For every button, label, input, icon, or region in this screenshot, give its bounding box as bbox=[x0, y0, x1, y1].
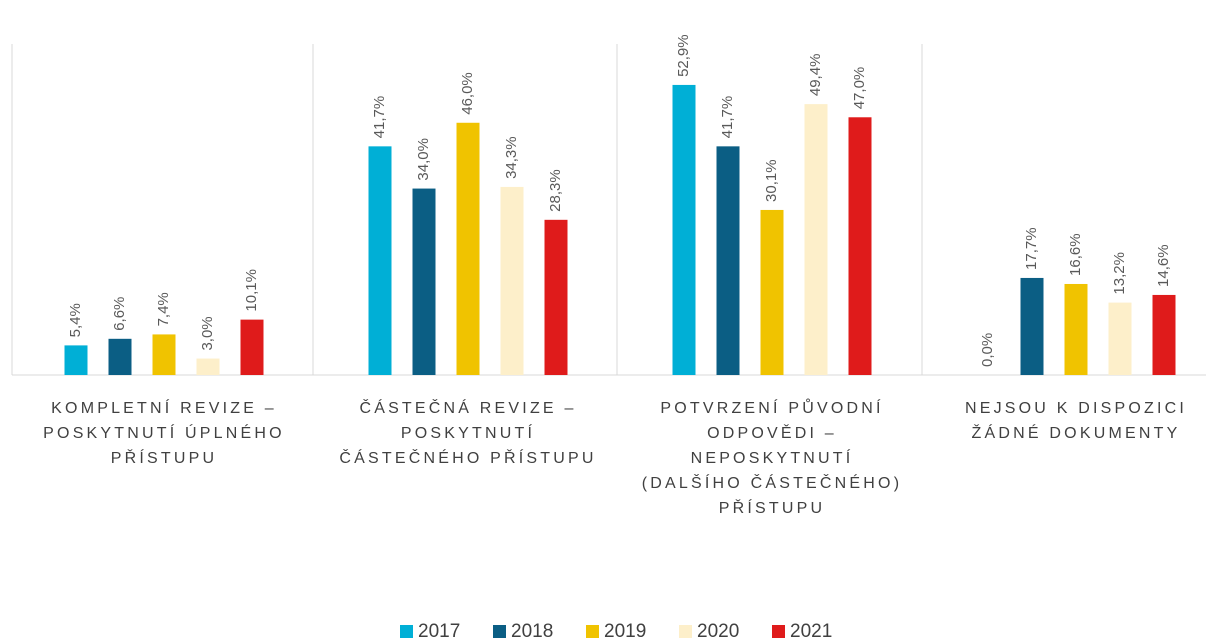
value-label: 16,6% bbox=[1067, 233, 1084, 276]
bar bbox=[716, 146, 740, 375]
legend-label: 2019 bbox=[604, 621, 646, 642]
category-label: NEJSOU K DISPOZICI ŽÁDNÉ DOKUMENTY bbox=[964, 400, 1188, 442]
bar bbox=[672, 84, 696, 375]
value-label: 47,0% bbox=[851, 67, 868, 110]
bar bbox=[64, 345, 88, 375]
value-label: 30,1% bbox=[763, 159, 780, 202]
bar bbox=[412, 188, 436, 375]
legend-label: 2021 bbox=[790, 621, 832, 642]
value-label: 6,6% bbox=[111, 297, 128, 331]
value-label: 41,7% bbox=[719, 96, 736, 139]
category-label: ČÁSTEČNÁ REVIZE – POSKYTNUTÍ ČÁSTEČNÉHO … bbox=[339, 400, 597, 467]
bar bbox=[760, 209, 784, 375]
value-label: 0,0% bbox=[979, 333, 996, 367]
bar bbox=[240, 319, 264, 375]
legend-label: 2018 bbox=[511, 621, 553, 642]
bar bbox=[1020, 277, 1044, 375]
bar bbox=[544, 219, 568, 375]
value-label: 28,3% bbox=[547, 169, 564, 212]
value-label: 46,0% bbox=[459, 72, 476, 115]
value-label: 10,1% bbox=[243, 269, 260, 312]
legend-swatch bbox=[400, 625, 413, 638]
bar bbox=[1152, 294, 1176, 375]
legend-label: 2020 bbox=[697, 621, 739, 642]
category-label: POTVRZENÍ PŮVODNÍ ODPOVĚDI – NEPOSKYTNUT… bbox=[641, 400, 903, 517]
bar bbox=[368, 146, 392, 375]
legend-swatch bbox=[772, 625, 785, 638]
bar bbox=[108, 338, 132, 375]
legend-label: 2017 bbox=[418, 621, 460, 642]
value-label: 34,3% bbox=[503, 136, 520, 179]
legend-swatch bbox=[679, 625, 692, 638]
bar bbox=[804, 104, 828, 375]
bar bbox=[456, 122, 480, 376]
value-label: 5,4% bbox=[67, 303, 84, 337]
value-label: 17,7% bbox=[1023, 227, 1040, 270]
bar bbox=[1108, 302, 1132, 375]
value-label: 41,7% bbox=[371, 96, 388, 139]
value-label: 13,2% bbox=[1111, 252, 1128, 295]
value-label: 49,4% bbox=[807, 54, 824, 97]
legend-swatch bbox=[493, 625, 506, 638]
value-label: 52,9% bbox=[675, 34, 692, 77]
bar bbox=[500, 186, 524, 375]
bar bbox=[152, 334, 176, 375]
value-label: 34,0% bbox=[415, 138, 432, 181]
value-label: 14,6% bbox=[1155, 244, 1172, 287]
bar bbox=[196, 358, 220, 375]
value-label: 3,0% bbox=[199, 316, 216, 350]
value-label: 7,4% bbox=[155, 292, 172, 326]
category-label: KOMPLETNÍ REVIZE – POSKYTNUTÍ ÚPLNÉHO PŘ… bbox=[43, 400, 285, 467]
bar bbox=[1064, 283, 1088, 375]
legend-swatch bbox=[586, 625, 599, 638]
bar bbox=[848, 117, 872, 376]
